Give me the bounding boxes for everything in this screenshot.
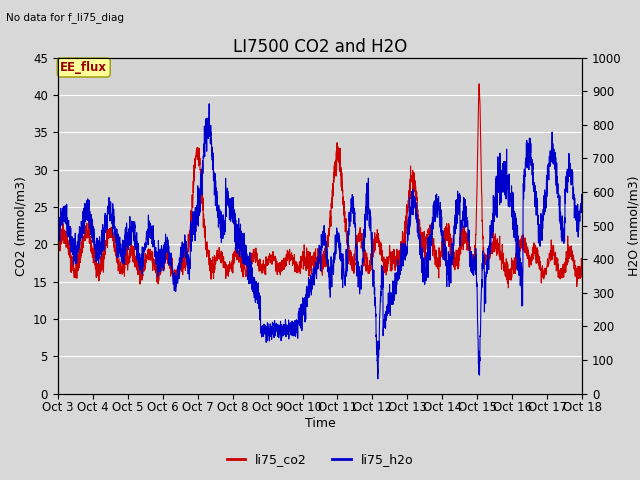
Text: EE_flux: EE_flux	[60, 61, 108, 74]
Legend: li75_co2, li75_h2o: li75_co2, li75_h2o	[221, 448, 419, 471]
X-axis label: Time: Time	[305, 417, 335, 430]
Y-axis label: CO2 (mmol/m3): CO2 (mmol/m3)	[15, 176, 28, 276]
Y-axis label: H2O (mmol/m3): H2O (mmol/m3)	[627, 175, 640, 276]
Title: LI7500 CO2 and H2O: LI7500 CO2 and H2O	[233, 38, 407, 56]
Text: No data for f_li75_diag: No data for f_li75_diag	[6, 12, 124, 23]
